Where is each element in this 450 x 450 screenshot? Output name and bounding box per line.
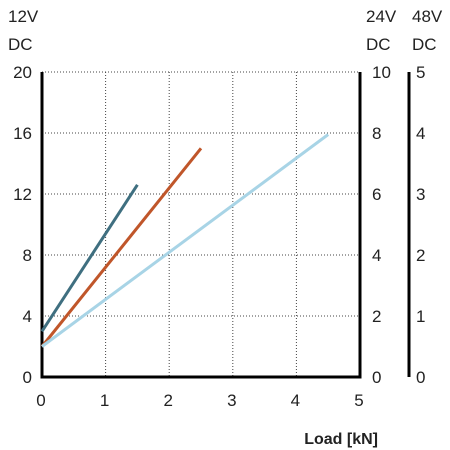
x-tick-label: 5: [354, 391, 363, 410]
left-tick-label: 8: [23, 246, 32, 265]
right-48v-tick-label: 5: [416, 63, 425, 82]
right-48v-tick-label: 1: [416, 307, 425, 326]
right-48v-tick-label: 2: [416, 246, 425, 265]
right-24v-tick-label: 2: [372, 307, 381, 326]
left-tick-label: 16: [13, 124, 32, 143]
series-line-2: [40, 147, 203, 348]
x-tick-label: 2: [163, 391, 172, 410]
left-tick-label: 0: [23, 368, 32, 387]
series-line-1: [40, 183, 139, 333]
right-48v-tick-label: 4: [416, 124, 425, 143]
right-24v-tick-label: 4: [372, 246, 381, 265]
x-tick-label: 0: [36, 391, 45, 410]
x-tick-label: 1: [100, 391, 109, 410]
x-tick-label: 3: [227, 391, 236, 410]
axis-labels: 0 1 2 3 4 5048121620024681001234512VDC24VDC48…: [8, 7, 443, 448]
right-24v-tick-label: 0: [372, 368, 381, 387]
right-24v-tick-label: 10: [372, 63, 391, 82]
x-axis-label: Load [kN]: [304, 431, 378, 448]
left-axis-title-line-2: DC: [8, 35, 33, 54]
right-48v-title-line-1: 48V: [412, 7, 443, 26]
axes: [40, 72, 411, 379]
right-24v-tick-label: 6: [372, 185, 381, 204]
grid: [42, 71, 360, 377]
right-24v-title-line-2: DC: [366, 35, 391, 54]
right-24v-tick-label: 8: [372, 124, 381, 143]
right-48v-tick-label: 3: [416, 185, 425, 204]
x-tick-label: 4: [291, 391, 300, 410]
left-tick-label: 20: [13, 63, 32, 82]
series-line-3: [41, 133, 330, 348]
right-24v-title-line-1: 24V: [366, 7, 397, 26]
left-tick-label: 12: [13, 185, 32, 204]
left-tick-label: 4: [23, 307, 32, 326]
series-lines: [40, 133, 330, 348]
right-48v-tick-label: 0: [416, 368, 425, 387]
left-axis-title-line-1: 12V: [8, 7, 39, 26]
right-48v-title-line-2: DC: [412, 35, 437, 54]
